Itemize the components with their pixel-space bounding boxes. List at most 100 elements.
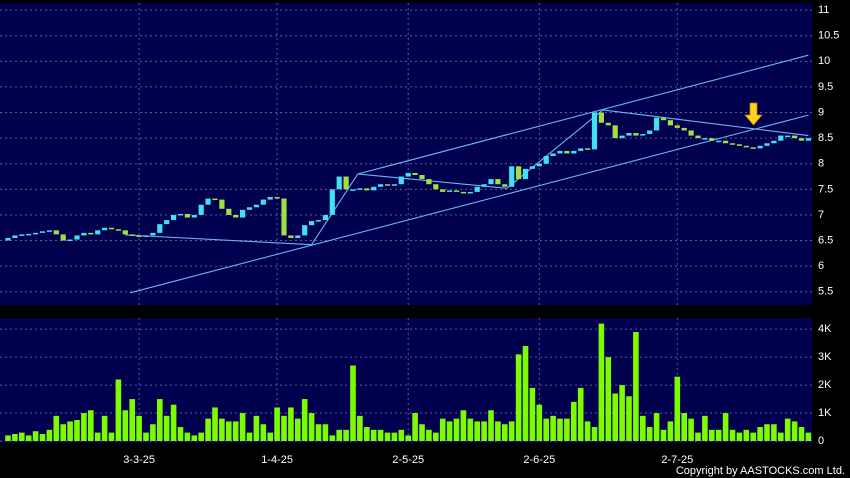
candle bbox=[95, 230, 101, 235]
candle bbox=[315, 220, 322, 222]
volume-bar bbox=[391, 432, 398, 441]
candle bbox=[108, 227, 115, 230]
volume-bar bbox=[502, 424, 508, 441]
candle bbox=[571, 150, 577, 154]
volume-bar bbox=[198, 432, 204, 441]
candle bbox=[371, 186, 377, 191]
volume-bar bbox=[67, 421, 73, 441]
candle bbox=[460, 191, 466, 194]
candle bbox=[516, 166, 522, 180]
candle bbox=[191, 214, 197, 218]
volume-bar bbox=[343, 429, 349, 441]
volume-bar bbox=[101, 415, 108, 441]
candle bbox=[391, 184, 397, 186]
volume-bar bbox=[274, 407, 280, 441]
y-tick-label: 7 bbox=[818, 209, 824, 221]
volume-bar bbox=[253, 415, 260, 441]
volume-bar bbox=[681, 413, 687, 441]
volume-bar bbox=[88, 410, 94, 441]
volume-bar bbox=[446, 421, 453, 441]
candle bbox=[357, 188, 363, 190]
volume-bar bbox=[357, 415, 363, 441]
candle bbox=[743, 145, 749, 148]
volume-bar bbox=[46, 429, 53, 441]
candle bbox=[302, 225, 308, 236]
candle bbox=[226, 208, 232, 215]
candle bbox=[384, 184, 391, 186]
candle bbox=[129, 234, 135, 236]
volume-bar bbox=[5, 435, 11, 441]
volume-bar bbox=[515, 354, 522, 441]
volume-bar bbox=[564, 418, 570, 441]
volume-bar bbox=[715, 429, 722, 441]
volume-bar bbox=[619, 385, 625, 441]
candle bbox=[536, 163, 542, 167]
volume-bar bbox=[157, 399, 163, 441]
volume-bar bbox=[281, 415, 287, 441]
volume-bar bbox=[633, 331, 639, 441]
volume-bar bbox=[301, 399, 308, 441]
candle bbox=[729, 143, 736, 145]
candle bbox=[88, 232, 94, 235]
candle bbox=[440, 189, 446, 192]
x-tick-label: 1-4-25 bbox=[261, 454, 293, 466]
volume-bar bbox=[474, 421, 480, 441]
y-tick-label: 1K bbox=[818, 407, 832, 419]
candle bbox=[281, 198, 287, 236]
candle bbox=[702, 138, 708, 140]
y-tick-label: 2K bbox=[818, 379, 832, 391]
candle bbox=[267, 197, 273, 200]
volume-bar bbox=[784, 418, 791, 441]
candle bbox=[695, 135, 701, 139]
y-tick-label: 0 bbox=[818, 435, 824, 447]
volume-bar bbox=[226, 421, 232, 441]
volume-bar bbox=[695, 432, 701, 441]
candle bbox=[447, 190, 453, 192]
volume-bar bbox=[384, 432, 391, 441]
volume-bar bbox=[177, 427, 184, 441]
plot-layer: 3-3-25 1-4-25 2-5-25 2-6-25 2-7-25 5.5 6 6.5 7 7.… bbox=[0, 3, 839, 466]
volume-bar bbox=[550, 415, 556, 441]
candle bbox=[322, 214, 328, 221]
candle bbox=[481, 184, 487, 187]
candle bbox=[378, 184, 384, 187]
volume-bar bbox=[557, 418, 563, 441]
volume-bar bbox=[295, 418, 301, 441]
candle bbox=[198, 204, 204, 215]
candle bbox=[212, 198, 218, 201]
candle bbox=[509, 166, 515, 187]
y-tick-label: 6 bbox=[818, 260, 824, 272]
candle bbox=[260, 199, 266, 205]
candle bbox=[709, 138, 715, 141]
candle bbox=[529, 166, 535, 169]
candle bbox=[805, 138, 811, 141]
volume-bar bbox=[74, 420, 80, 441]
volume-bar bbox=[184, 432, 191, 441]
candle bbox=[67, 239, 73, 242]
candle bbox=[785, 135, 791, 138]
candle bbox=[81, 232, 87, 236]
candle bbox=[398, 176, 404, 185]
volume-bar bbox=[191, 435, 198, 441]
volume-bar bbox=[729, 429, 736, 441]
candle bbox=[74, 235, 80, 240]
candle bbox=[654, 117, 660, 131]
volume-bar bbox=[412, 413, 418, 441]
candle bbox=[647, 130, 653, 135]
candle bbox=[612, 125, 618, 139]
volume-bar bbox=[529, 387, 536, 441]
volume-bar bbox=[757, 427, 763, 441]
volume-bar bbox=[805, 432, 812, 441]
candle bbox=[343, 176, 349, 190]
candle bbox=[578, 148, 584, 151]
candle bbox=[288, 235, 294, 238]
volume-bar bbox=[605, 357, 612, 441]
candle bbox=[12, 235, 18, 238]
y-tick-label: 6.5 bbox=[818, 234, 833, 246]
trendline bbox=[357, 54, 809, 175]
y-tick-label: 4K bbox=[818, 323, 832, 335]
volume-bar bbox=[646, 427, 653, 441]
volume-bar bbox=[791, 421, 798, 441]
candle bbox=[453, 190, 460, 192]
volume-bar bbox=[674, 376, 681, 441]
